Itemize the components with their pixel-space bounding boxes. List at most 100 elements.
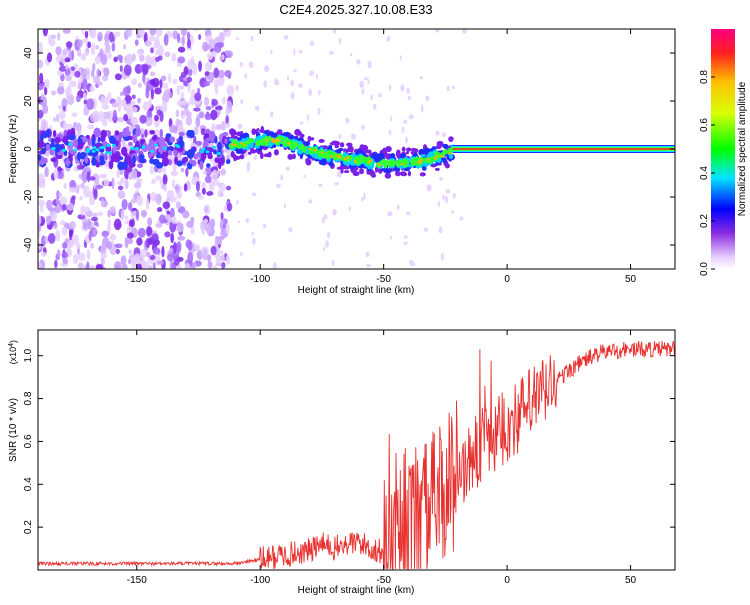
noise-blob [332,29,337,34]
noise-blob [205,223,212,234]
noise-blob [367,60,372,69]
noise-blob [107,209,111,218]
ridge [228,125,456,179]
noise-blob [193,244,201,252]
noise-blob [204,61,212,72]
noise-blob [323,214,328,220]
noise-blob [202,170,207,175]
ridge-peak [271,137,274,141]
noise-blob [221,54,225,61]
noise-blob [187,252,194,264]
band-blob [92,146,97,150]
ridge-blob [305,158,310,163]
noise-blob [111,102,119,108]
band-blob [176,160,183,167]
noise-blob [170,170,179,177]
noise-blob [179,84,185,90]
band-blob [162,157,167,165]
noise-blob [215,123,223,131]
band-blob [50,157,57,163]
noise-blob [138,29,146,36]
noise-blob [104,97,109,106]
noise-blob [145,225,153,237]
band-blob [162,146,167,150]
noise-blob [101,104,110,110]
noise-blob [101,118,108,127]
ridge-blob [403,163,409,168]
ridge-blob [335,141,340,146]
noise-blob [76,164,83,171]
ridge-peak [426,158,430,161]
ridge-blob [277,135,282,139]
band-blob [93,127,101,138]
band-blob [132,155,136,165]
noise-blob [186,38,192,49]
noise-blob [155,175,162,181]
band-blob [111,143,116,147]
noise-blob [239,252,243,257]
noise-blob [142,72,146,84]
noise-blob [180,91,185,99]
noise-blob [113,31,121,37]
noise-blob [262,223,267,229]
noise-blob [66,84,72,96]
ridge-peak [265,138,268,142]
noise-blob [226,50,234,58]
noise-blob [370,94,373,101]
ridge-peak [335,154,338,157]
noise-blob [388,129,392,136]
noise-blob [134,39,139,46]
noise-blob [280,174,284,182]
band-blob [191,147,196,155]
noise-blob [210,109,218,121]
noise-blob [130,218,135,228]
noise-blob [161,167,167,173]
noise-blob [69,179,77,190]
ridge-blob [384,169,392,174]
band-blob [216,152,221,156]
band-blob [106,144,111,148]
noise-blob [221,120,226,131]
noise-blob [180,167,185,173]
band-blob [85,150,90,154]
ridge-blob [260,152,264,160]
noise-blob [38,214,42,226]
noise-blob [131,53,136,62]
band-blob [115,152,119,158]
noise-blob [451,85,456,90]
noise-blob [270,50,273,55]
noise-blob [131,94,136,100]
noise-blob [162,201,171,210]
noise-blob [211,179,220,186]
noise-blob [317,107,321,116]
noise-blob [425,95,430,102]
noise-blob [224,70,232,78]
noise-blob [94,55,102,65]
snr-multiplier-close: ) [8,340,18,343]
noise-blob [306,114,310,122]
noise-blob [440,253,444,261]
noise-blob [149,254,156,261]
band-blob [149,158,155,164]
noise-blob [100,54,108,66]
band-blob [97,136,101,143]
noise-blob [201,187,206,195]
band-blob [135,140,140,149]
colorbar-tick-label: 0.6 [699,118,710,132]
noise-blob [72,254,79,265]
noise-blob [250,35,254,42]
noise-blob [359,80,364,89]
noise-blob [154,49,160,56]
ridge-blob [282,132,286,137]
ridge-blob [332,151,336,159]
noise-blob [125,53,134,66]
ridge-blob [292,153,296,160]
band-blob [101,145,106,149]
noise-blob [103,178,110,187]
noise-blob [162,174,168,185]
noise-blob [96,68,101,78]
noise-blob [221,96,226,105]
noise-blob [89,29,95,39]
noise-blob [185,167,189,177]
